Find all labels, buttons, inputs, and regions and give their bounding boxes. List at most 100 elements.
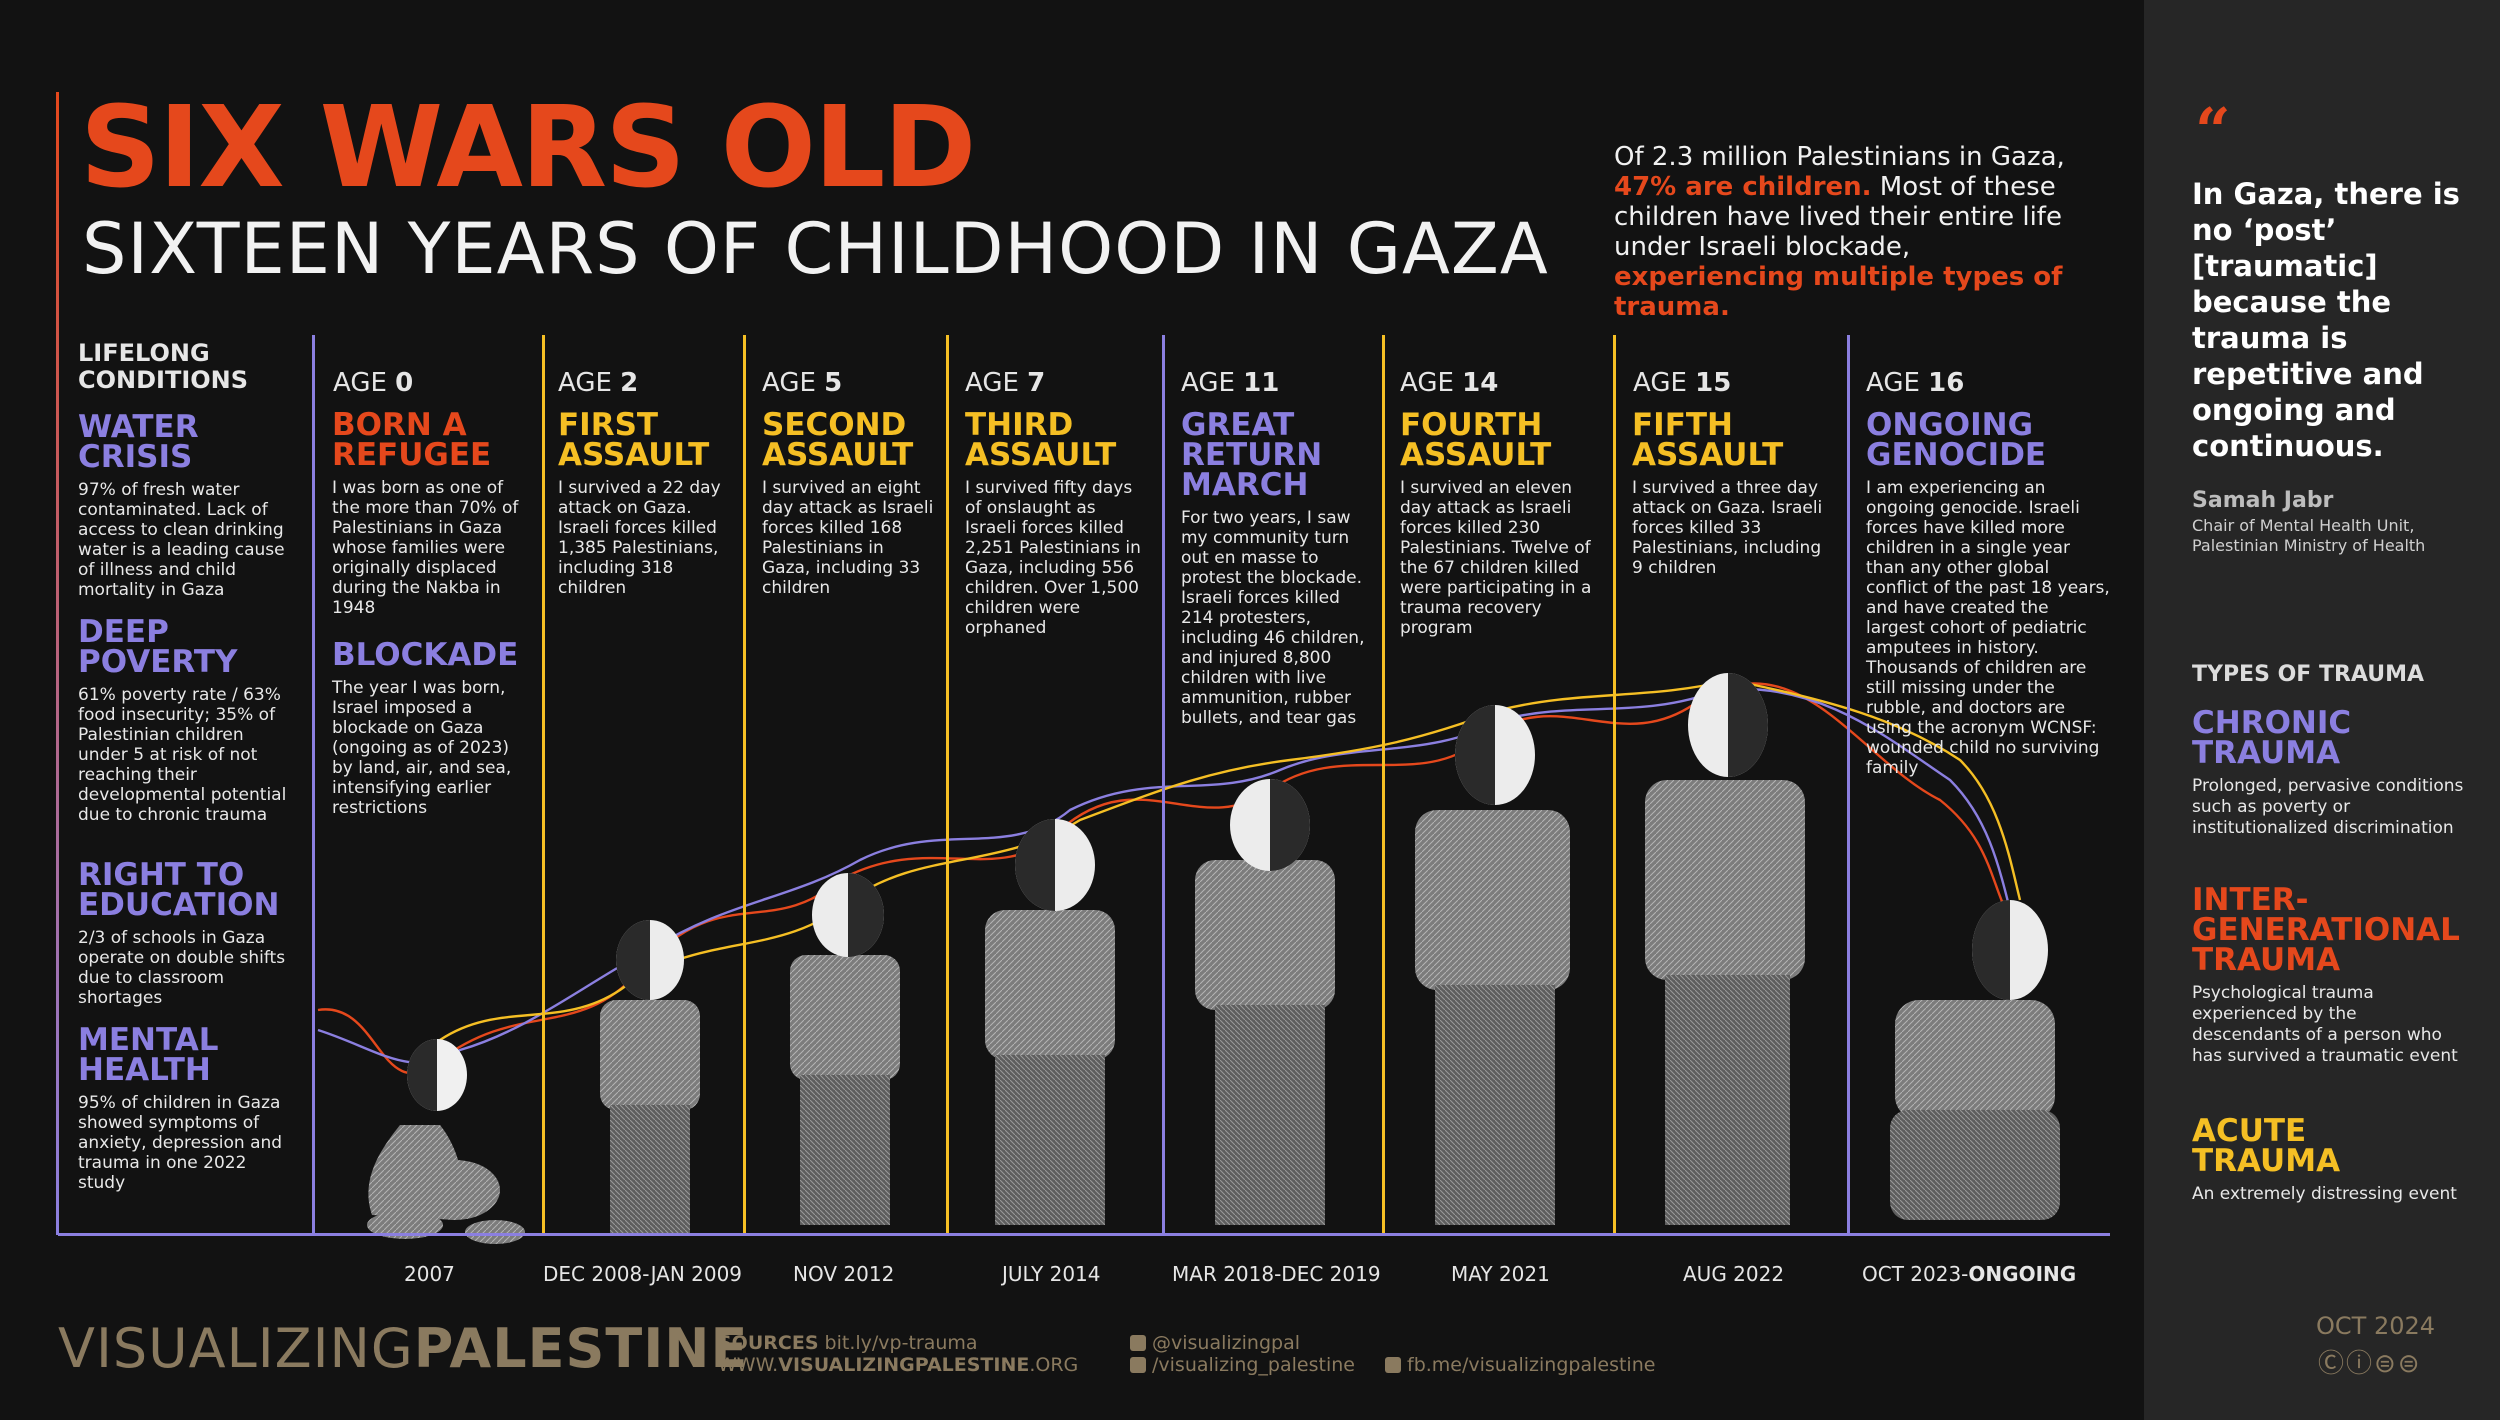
page-title: SIX WARS OLD [80, 83, 976, 213]
sources-link[interactable]: bit.ly/vp-trauma [818, 1332, 978, 1354]
intro-text: Of 2.3 million Palestinians in Gaza, 47%… [1614, 142, 2084, 322]
event-fifth-assault: FIFTH ASSAULT I survived a three day att… [1632, 407, 1832, 579]
date-text: OCT 2023- [1862, 1262, 1969, 1286]
intro-highlight-1: 47% are children. [1614, 172, 1872, 202]
timeline-divider-age-0 [312, 335, 315, 1235]
quote-mark-icon: “ [2195, 94, 2231, 167]
event-text: I was born as one of the more than 70% o… [332, 478, 519, 618]
logo-light: VISUALIZING [58, 1317, 414, 1380]
event-third-assault: THIRD ASSAULT I survived fifty days of o… [965, 407, 1145, 639]
event-title-line-1: FIRST [558, 407, 659, 443]
age-prefix: AGE [1633, 368, 1687, 398]
event-title-line-3: MARCH [1181, 467, 1309, 503]
twitter-link[interactable]: @visualizingpal [1130, 1332, 1355, 1354]
date-text-bold: ONGOING [1968, 1262, 2077, 1286]
event-title-line-1: THIRD [965, 407, 1074, 443]
event-title-line-1: BORN A [332, 407, 467, 443]
date-2008-2009: DEC 2008-JAN 2009 [543, 1262, 743, 1286]
figure-age-2 [600, 920, 700, 1235]
facebook-icon [1385, 1357, 1401, 1373]
age-prefix: AGE [1866, 368, 1920, 398]
date-2014: JULY 2014 [1002, 1262, 1101, 1286]
date-2022: AUG 2022 [1683, 1262, 1785, 1286]
event-born-a-refugee: BORN A REFUGEE I was born as one of the … [332, 407, 522, 819]
age-prefix: AGE [1181, 368, 1235, 398]
condition-title-line-2: POVERTY [78, 644, 238, 680]
quote-text: In Gaza, there is no ‘post’ [traumatic] … [2192, 177, 2460, 463]
facebook-link[interactable]: fb.me/visualizingpalestine [1385, 1354, 1655, 1376]
condition-title-line-2: HEALTH [78, 1052, 211, 1088]
figure-age-11 [1195, 779, 1335, 1225]
sources-line[interactable]: SOURCES bit.ly/vp-trauma [718, 1332, 1078, 1354]
event-subtext: The year I was born, Israel imposed a bl… [332, 678, 512, 818]
logo-bold: PALESTINE [413, 1317, 749, 1380]
site-suffix: .ORG [1029, 1354, 1079, 1376]
event-text: I survived a three day attack on Gaza. I… [1632, 478, 1823, 578]
figure-age-7 [985, 819, 1115, 1225]
event-text: I survived fifty days of onslaught as Is… [965, 478, 1141, 638]
age-label-14: AGE 14 [1400, 368, 1498, 398]
event-title-line-2: REFUGEE [332, 437, 492, 473]
instagram-link[interactable]: /visualizing_palestine [1130, 1354, 1355, 1376]
event-title-line-1: FIFTH [1632, 407, 1733, 443]
trauma-type-text: Psychological trauma experienced by the … [2192, 983, 2458, 1066]
trauma-type-title-line-2: GENERATIONAL [2192, 912, 2460, 948]
timeline-divider-age-15 [1613, 335, 1616, 1235]
age-number: 5 [824, 368, 843, 398]
event-title-line-2: RETURN [1181, 437, 1323, 473]
date-2023-ongoing: OCT 2023-ONGOING [1862, 1262, 2076, 1286]
age-prefix: AGE [333, 368, 387, 398]
condition-text: 95% of children in Gaza showed symptoms … [78, 1093, 283, 1193]
sources-block: SOURCES bit.ly/vp-trauma WWW.VISUALIZING… [718, 1332, 1078, 1376]
trauma-type-chronic: CHRONIC TRAUMA Prolonged, pervasive cond… [2192, 708, 2467, 839]
event-title-line-1: ONGOING [1866, 407, 2034, 443]
figure-age-14 [1415, 705, 1570, 1225]
page-subtitle: SIXTEEN YEARS OF CHILDHOOD IN GAZA [82, 208, 1549, 290]
visualizing-palestine-logo: VISUALIZINGPALESTINE [58, 1322, 748, 1376]
condition-title-line-1: DEEP [78, 614, 169, 650]
event-text: I survived an eight day attack as Israel… [762, 478, 934, 598]
age-label-7: AGE 7 [965, 368, 1045, 398]
timeline-divider-age-16 [1847, 335, 1850, 1235]
condition-text: 2/3 of schools in Gaza operate on double… [78, 928, 286, 1008]
trauma-type-title-line-1: ACUTE [2192, 1113, 2307, 1149]
condition-title-line-1: MENTAL [78, 1022, 219, 1058]
event-text: I survived a 22 day attack on Gaza. Isra… [558, 478, 721, 598]
age-prefix: AGE [558, 368, 612, 398]
trauma-type-title-line-3: TRAUMA [2192, 942, 2341, 978]
figure-age-15 [1645, 673, 1805, 1225]
condition-title-line-2: CRISIS [78, 439, 193, 475]
date-2021: MAY 2021 [1451, 1262, 1550, 1286]
figure-age-16 [1890, 900, 2060, 1220]
publication-date: OCT 2024 [2316, 1312, 2436, 1340]
condition-deep-poverty: DEEP POVERTY 61% poverty rate / 63% food… [78, 614, 288, 826]
trauma-type-title-line-1: INTER- [2192, 882, 2309, 918]
age-label-5: AGE 5 [762, 368, 842, 398]
timeline-divider-age-5 [743, 335, 746, 1235]
timeline-baseline [58, 1233, 2110, 1236]
site-prefix: WWW. [718, 1354, 779, 1376]
condition-right-to-education: RIGHT TO EDUCATION 2/3 of schools in Gaz… [78, 860, 288, 1009]
intro-part-2: Most of these children have lived their … [1614, 172, 2062, 262]
age-number: 7 [1027, 368, 1046, 398]
event-subtitle-blockade: BLOCKADE [332, 637, 519, 673]
website-link[interactable]: WWW.VISUALIZINGPALESTINE.ORG [718, 1354, 1078, 1376]
age-number: 16 [1928, 368, 1965, 398]
figure-age-0 [367, 1039, 525, 1244]
lifelong-heading-line-1: LIFELONG [78, 339, 210, 367]
site-name: VISUALIZINGPALESTINE [778, 1354, 1030, 1376]
condition-water-crisis: WATER CRISIS 97% of fresh water contamin… [78, 412, 288, 601]
youtube-icon [1130, 1357, 1146, 1373]
age-label-15: AGE 15 [1633, 368, 1731, 398]
timeline-divider-age-14 [1382, 335, 1385, 1235]
twitter-handle: @visualizingpal [1152, 1332, 1301, 1354]
event-title-line-1: GREAT [1181, 407, 1295, 443]
timeline-divider-age-2 [542, 335, 545, 1235]
event-text: For two years, I saw my community turn o… [1181, 508, 1365, 728]
social-links: @visualizingpal /visualizing_palestine [1130, 1332, 1355, 1376]
trauma-type-acute: ACUTE TRAUMA An extremely distressing ev… [2192, 1116, 2467, 1205]
types-of-trauma-heading: TYPES OF TRAUMA [2192, 662, 2425, 687]
condition-mental-health: MENTAL HEALTH 95% of children in Gaza sh… [78, 1022, 288, 1194]
